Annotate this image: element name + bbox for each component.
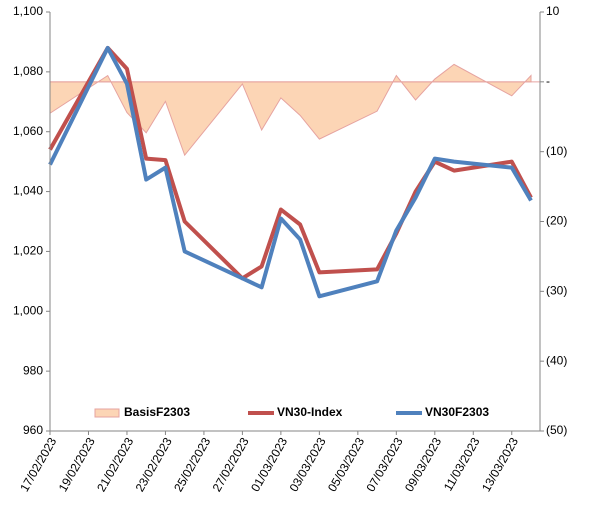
legend-swatch: [94, 408, 120, 418]
y2-tick-label: -: [546, 74, 550, 88]
y-tick-label: 980: [23, 363, 43, 377]
x-tick-label: 23/02/2023: [133, 435, 175, 494]
x-tick-label: 03/03/2023: [287, 435, 329, 494]
line-series: [48, 45, 533, 299]
x-tick-label: 01/03/2023: [248, 435, 290, 494]
y2-tick-label: (40): [546, 353, 567, 367]
y-tick-label: 1,080: [13, 64, 43, 78]
x-tick-label: 11/03/2023: [441, 435, 483, 494]
line-series: [48, 45, 533, 281]
x-tick-label: 13/03/2023: [479, 435, 521, 494]
y2-tick-label: 10: [546, 4, 560, 18]
legend: BasisF2303 VN30-Index VN30F2303: [94, 405, 489, 419]
x-tick-label: 25/02/2023: [171, 435, 213, 494]
y2-tick-label: (10): [546, 144, 567, 158]
y-tick-label: 960: [23, 423, 43, 437]
y-tick-label: 1,020: [13, 244, 43, 258]
legend-label: VN30-Index: [277, 405, 343, 419]
y-tick-label: 1,100: [13, 4, 43, 18]
y-tick-label: 1,060: [13, 124, 43, 138]
legend-label: BasisF2303: [124, 405, 190, 419]
legend-label: VN30F2303: [425, 405, 489, 419]
y-tick-label: 1,040: [13, 184, 43, 198]
y2-tick-label: (20): [546, 214, 567, 228]
x-tick-label: 05/03/2023: [325, 435, 367, 494]
x-tick-label: 09/03/2023: [402, 435, 444, 494]
x-tick-label: 19/02/2023: [56, 435, 98, 494]
y2-tick-label: (30): [546, 284, 567, 298]
y2-tick-label: (50): [546, 423, 567, 437]
x-tick-label: 17/02/2023: [17, 435, 59, 494]
x-tick-label: 07/03/2023: [364, 435, 406, 494]
y-tick-label: 1,000: [13, 303, 43, 317]
x-tick-label: 21/02/2023: [94, 435, 136, 494]
x-tick-label: 27/02/2023: [210, 435, 252, 494]
